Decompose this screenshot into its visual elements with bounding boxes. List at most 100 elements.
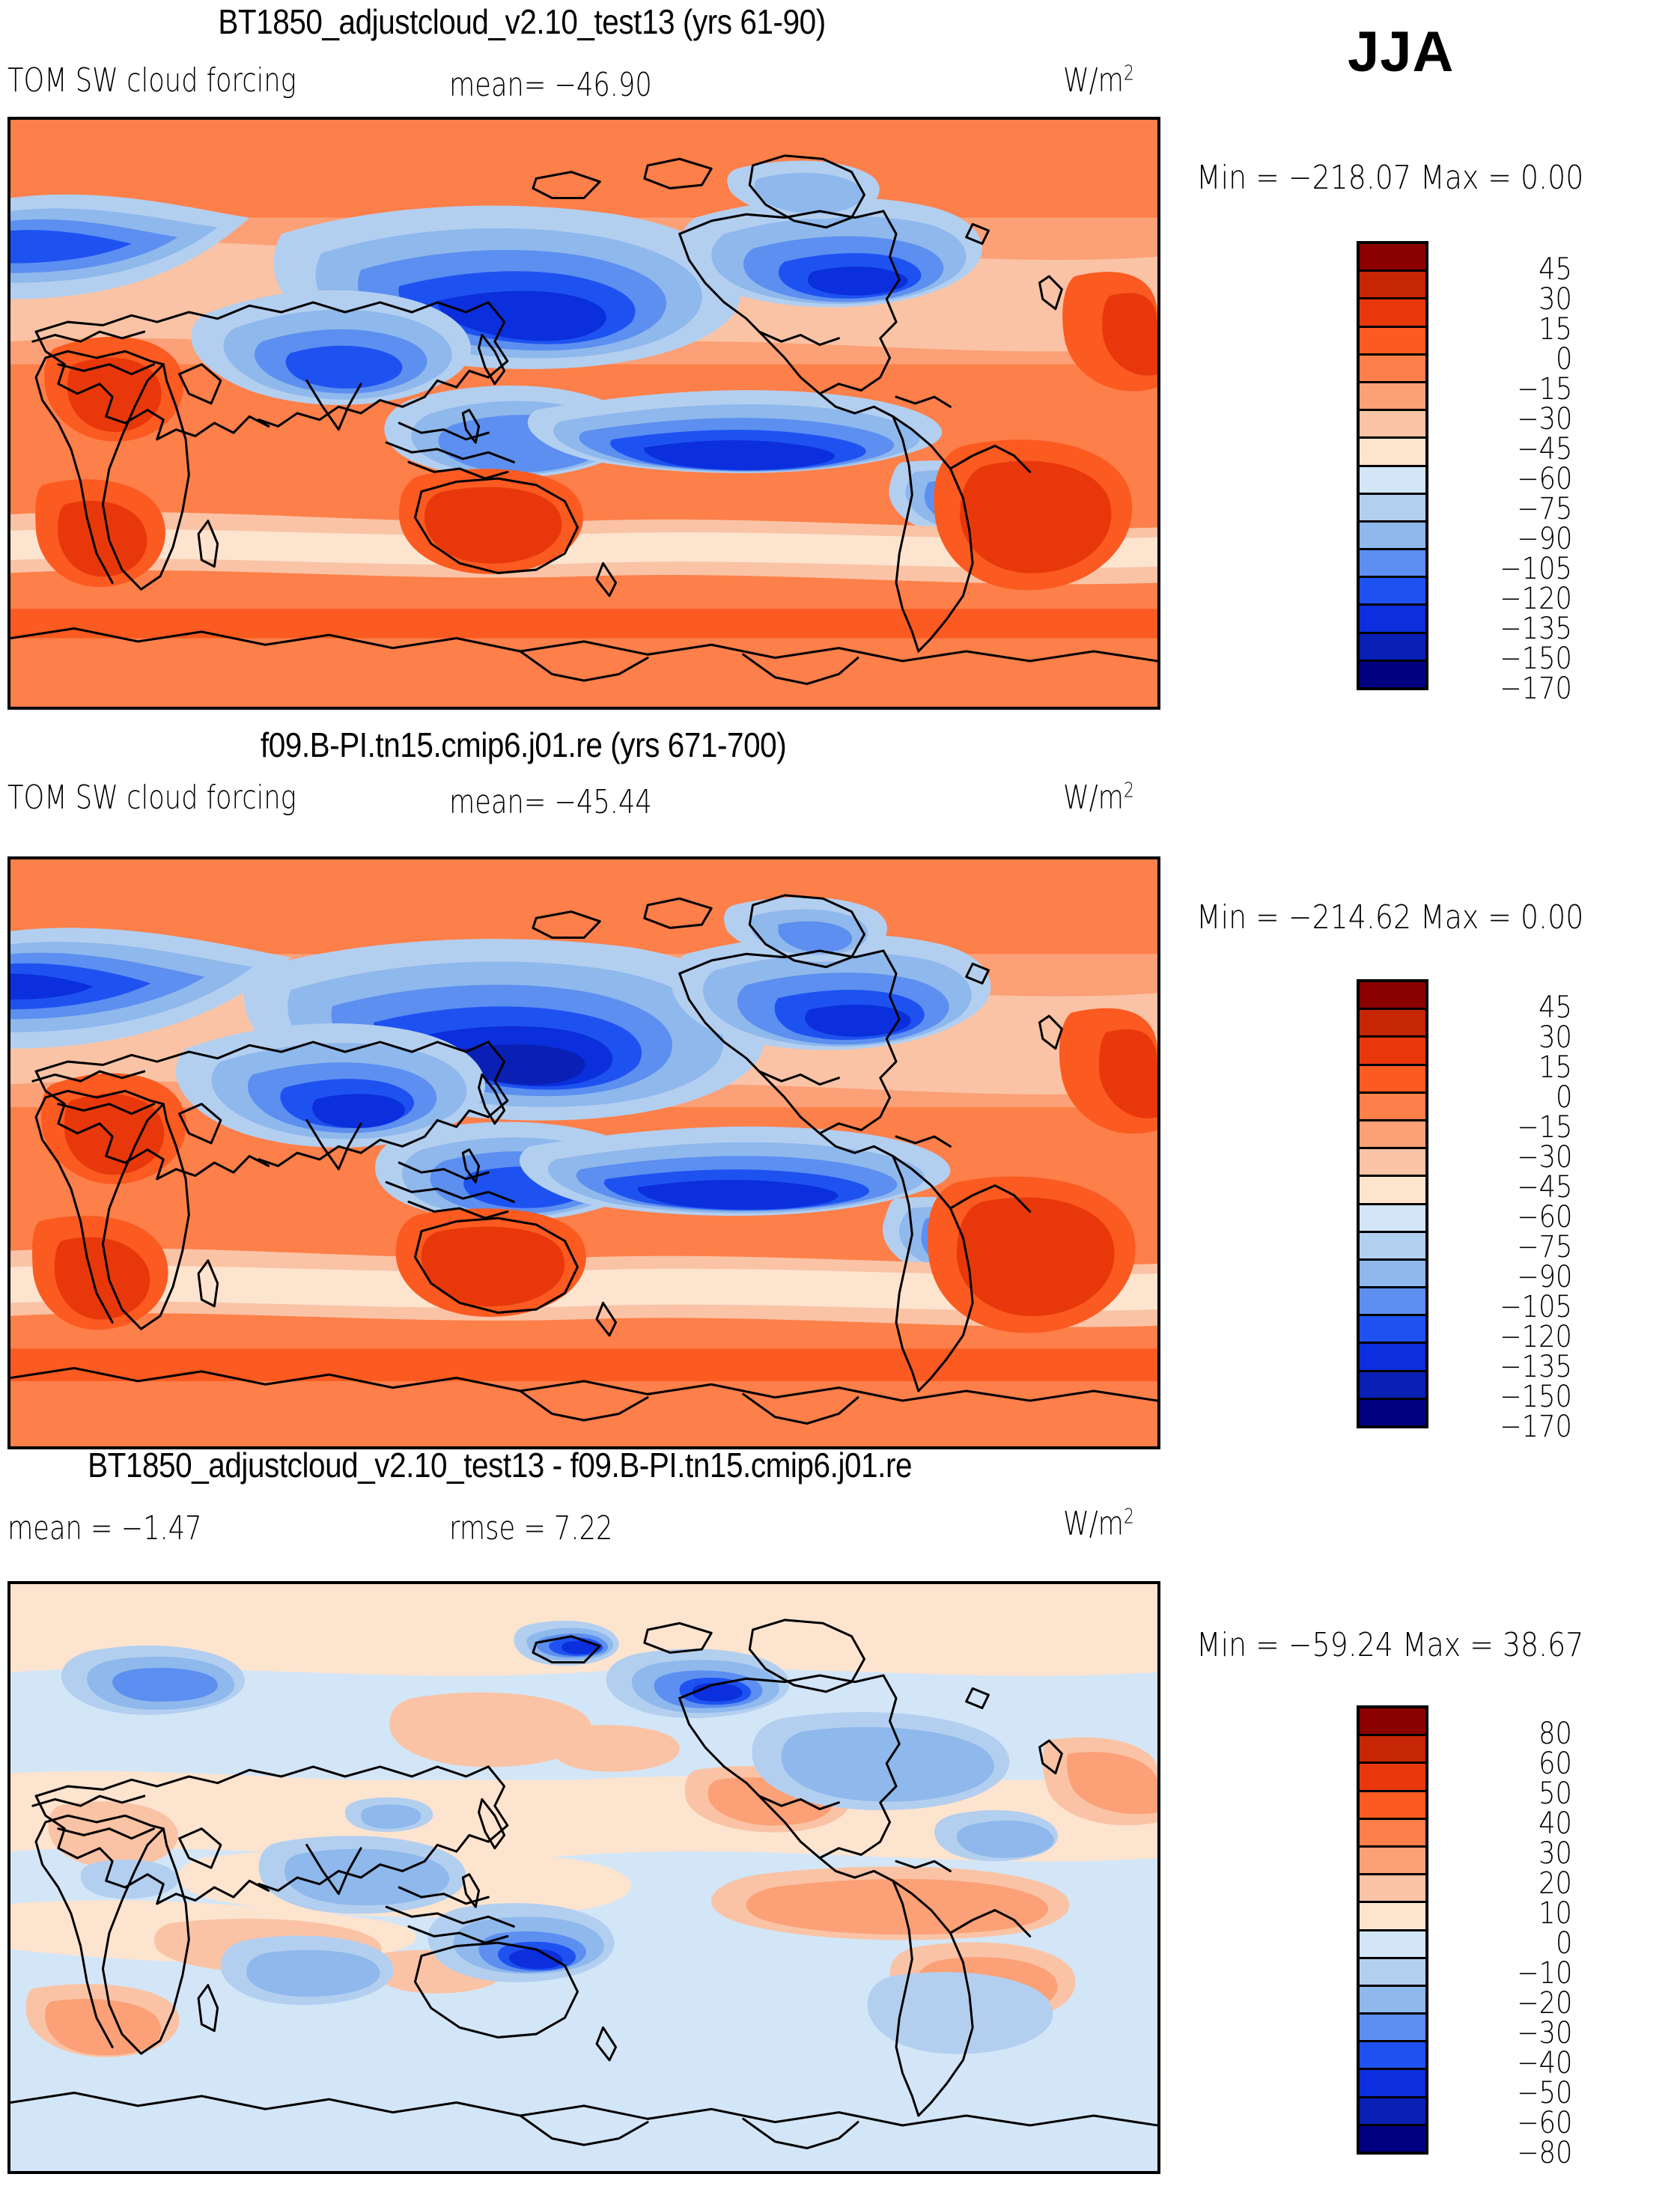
panel-1-units: W/m2: [1063, 61, 1134, 100]
panel-3-colorbar[interactable]: [1357, 1705, 1428, 2155]
colorbar-tick-label: −15: [1516, 372, 1572, 407]
panel-3-map-svg: [10, 1584, 1157, 2171]
colorbar-band: [1360, 1986, 1425, 2015]
colorbar-band: [1360, 1038, 1425, 1066]
panel-1-minmax: Min = −218.07 Max = 0.00: [1196, 159, 1584, 197]
colorbar-tick-label: −30: [1516, 402, 1572, 436]
colorbar-band: [1360, 299, 1425, 328]
colorbar-band: [1360, 1958, 1425, 1987]
colorbar-band: [1360, 1010, 1425, 1038]
colorbar-tick-label: −150: [1500, 642, 1572, 676]
colorbar-band: [1360, 550, 1425, 579]
colorbar-band: [1360, 411, 1425, 439]
colorbar-band: [1360, 606, 1425, 634]
season-label: JJA: [1348, 20, 1455, 84]
colorbar-band: [1360, 522, 1425, 551]
colorbar-band: [1360, 1371, 1425, 1400]
panel-1-title: BT1850_adjustcloud_v2.10_test13 (yrs 61-…: [218, 2, 826, 41]
colorbar-band: [1360, 1708, 1425, 1737]
colorbar-band: [1360, 355, 1425, 383]
colorbar-tick-label: −105: [1500, 552, 1572, 586]
colorbar-tick-label: 45: [1539, 252, 1572, 287]
colorbar-band: [1360, 633, 1425, 662]
colorbar-tick-label: 0: [1555, 1926, 1572, 1961]
colorbar-tick-label: 50: [1539, 1776, 1572, 1811]
colorbar-band: [1360, 2070, 1425, 2098]
panel-3-map[interactable]: [7, 1581, 1160, 2174]
panel-2-map[interactable]: [7, 856, 1160, 1449]
colorbar-band: [1360, 466, 1425, 495]
colorbar-band: [1360, 1205, 1425, 1233]
colorbar-tick-label: −90: [1516, 522, 1572, 556]
colorbar-band: [1360, 1316, 1425, 1345]
colorbar-tick-label: −135: [1500, 1350, 1572, 1384]
panel-1-units-exponent: 2: [1123, 61, 1134, 85]
colorbar-band: [1360, 439, 1425, 467]
colorbar-tick-label: −50: [1516, 2076, 1572, 2110]
panel-3-rmse-stat: rmse = 7.22: [449, 1509, 613, 1547]
panel-1-colorbar[interactable]: [1357, 241, 1428, 690]
colorbar-band: [1360, 1819, 1425, 1848]
colorbar-band: [1360, 1903, 1425, 1931]
panel-2-mean-stat: mean= −45.44: [449, 783, 652, 821]
panel-1-variable-label: TOM SW cloud forcing: [7, 61, 296, 100]
colorbar-band: [1360, 1764, 1425, 1792]
colorbar-tick-label: 30: [1539, 282, 1572, 317]
colorbar-band: [1360, 1260, 1425, 1289]
colorbar-tick-label: −45: [1516, 1170, 1572, 1205]
colorbar-band: [1360, 1344, 1425, 1372]
colorbar-band: [1360, 1232, 1425, 1261]
colorbar-band: [1360, 1065, 1425, 1094]
colorbar-tick-label: −80: [1516, 2136, 1572, 2170]
colorbar-band: [1360, 1121, 1425, 1150]
panel-3-units: W/m2: [1063, 1505, 1134, 1543]
colorbar-tick-label: 60: [1539, 1747, 1572, 1781]
colorbar-tick-label: 15: [1539, 1050, 1572, 1085]
colorbar-tick-label: −105: [1500, 1290, 1572, 1324]
colorbar-tick-label: 10: [1539, 1896, 1572, 1931]
colorbar-band: [1360, 2015, 1425, 2043]
colorbar-tick-label: −10: [1516, 1956, 1572, 1991]
colorbar-tick-label: −45: [1516, 432, 1572, 466]
colorbar-tick-label: −120: [1500, 582, 1572, 616]
colorbar-tick-label: 30: [1539, 1020, 1572, 1055]
colorbar-tick-label: −75: [1516, 492, 1572, 526]
panel-1-units-text: W/m: [1063, 61, 1124, 100]
colorbar-tick-label: 0: [1555, 1080, 1572, 1115]
colorbar-tick-label: 40: [1539, 1806, 1572, 1841]
colorbar-tick-label: 45: [1539, 990, 1572, 1025]
colorbar-band: [1360, 2042, 1425, 2071]
colorbar-tick-label: −40: [1516, 2046, 1572, 2080]
colorbar-tick-label: −135: [1500, 612, 1572, 646]
panel-3-units-exponent: 2: [1123, 1505, 1134, 1529]
colorbar-band: [1360, 982, 1425, 1011]
colorbar-band: [1360, 272, 1425, 300]
colorbar-tick-label: −30: [1516, 1140, 1572, 1175]
colorbar-tick-label: 15: [1539, 312, 1572, 347]
colorbar-tick-label: 80: [1539, 1717, 1572, 1751]
colorbar-band: [1360, 1875, 1425, 1904]
colorbar-tick-label: 30: [1539, 1836, 1572, 1871]
panel-3-colorbar-labels: 80 60 50 40 30 20 10 0 −10 −20 −30 −40 −50 −60 −80: [1452, 1717, 1572, 2168]
colorbar-tick-label: −170: [1500, 672, 1572, 706]
panel-1-map-svg: [10, 120, 1157, 707]
panel-3-title: BT1850_adjustcloud_v2.10_test13 - f09.B-…: [88, 1446, 913, 1485]
colorbar-band: [1360, 1093, 1425, 1121]
panel-2-variable-label: TOM SW cloud forcing: [7, 779, 296, 817]
colorbar-tick-label: −75: [1516, 1230, 1572, 1264]
panel-1-map[interactable]: [7, 117, 1160, 710]
panel-2-colorbar[interactable]: [1357, 979, 1428, 1428]
colorbar-band: [1360, 661, 1425, 687]
colorbar-tick-label: −120: [1500, 1320, 1572, 1354]
colorbar-band: [1360, 1736, 1425, 1765]
colorbar-band: [1360, 244, 1425, 273]
panel-2-units-exponent: 2: [1123, 779, 1134, 803]
panel-2-units-text: W/m: [1063, 779, 1124, 817]
colorbar-tick-label: −15: [1516, 1110, 1572, 1145]
colorbar-band: [1360, 383, 1425, 412]
colorbar-band: [1360, 2098, 1425, 2126]
colorbar-tick-label: −60: [1516, 462, 1572, 496]
colorbar-band: [1360, 1399, 1425, 1425]
panel-1-mean-stat: mean= −46.90: [449, 66, 652, 104]
colorbar-band: [1360, 578, 1425, 606]
